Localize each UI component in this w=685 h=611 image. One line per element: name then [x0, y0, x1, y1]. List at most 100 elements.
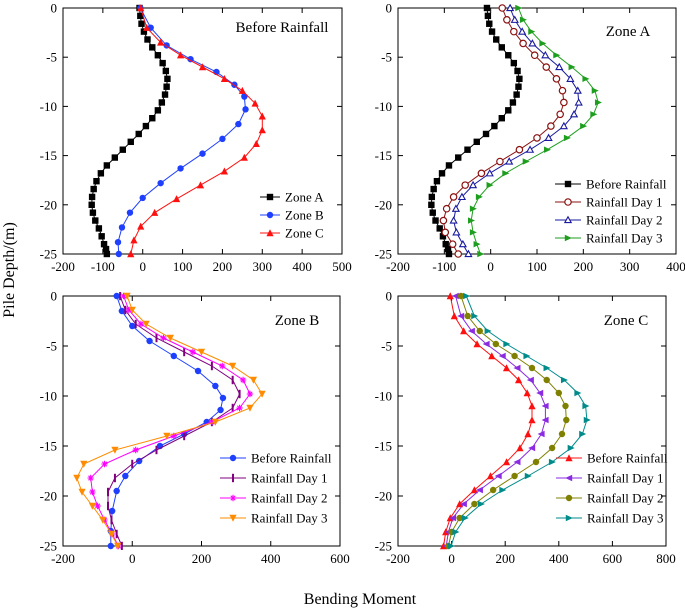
data-point [537, 430, 545, 438]
x-tick-label: 400 [261, 551, 281, 566]
data-point [93, 177, 100, 185]
series-rainfall-day-2 [449, 4, 583, 258]
y-tick-label: -15 [375, 148, 392, 163]
legend-marker [266, 193, 274, 201]
data-point [471, 312, 479, 320]
data-point [473, 138, 480, 146]
data-point [468, 180, 478, 189]
data-point [94, 502, 101, 510]
series-rainfall-day-1 [107, 292, 241, 550]
series-line-before-rainfall [443, 295, 533, 547]
data-point [459, 500, 467, 508]
data-point [450, 312, 458, 320]
data-point [574, 98, 583, 106]
data-point [552, 75, 561, 83]
data-point [194, 367, 202, 375]
series-zone-a [88, 4, 171, 258]
series-rainfall-day-3 [468, 4, 602, 258]
data-point [533, 134, 541, 142]
y-tick-label: 0 [51, 289, 58, 304]
legend: Zone A Zone B Zone C [260, 190, 324, 241]
legend-marker [266, 229, 274, 237]
data-point [101, 460, 108, 468]
x-tick-label: -200 [51, 551, 75, 566]
data-point [113, 292, 120, 300]
data-point [73, 474, 81, 482]
data-point [97, 170, 105, 177]
data-point [525, 145, 535, 153]
data-point [159, 59, 166, 67]
legend-label: Before Rainfall [587, 451, 668, 466]
data-point [488, 28, 496, 35]
y-tick-label: 0 [386, 1, 393, 16]
data-point [163, 432, 171, 440]
data-point [123, 292, 131, 300]
x-tick-label: 100 [527, 259, 547, 274]
data-point [547, 122, 555, 130]
data-point [461, 514, 469, 522]
data-point [118, 307, 126, 315]
panel-title: Before Rainfall [236, 20, 329, 36]
data-point [89, 488, 96, 496]
series-zone-b [114, 4, 249, 258]
data-point [579, 430, 587, 438]
x-tick-label: 800 [656, 551, 676, 566]
data-point [523, 352, 531, 360]
data-point [432, 217, 439, 224]
data-point [142, 122, 150, 130]
data-point [594, 99, 602, 106]
data-point [176, 51, 185, 59]
data-point [515, 83, 522, 90]
legend-marker [565, 474, 573, 482]
data-point [114, 542, 122, 550]
data-point [477, 250, 485, 258]
series-before-rainfall [428, 4, 523, 258]
data-point [503, 16, 511, 24]
data-point [558, 86, 567, 95]
x-tick-label: -200 [386, 551, 410, 566]
data-point [560, 98, 568, 107]
data-point [457, 312, 465, 320]
data-point [445, 250, 453, 258]
data-point [514, 67, 521, 75]
x-axis-label: Bending Moment [304, 591, 417, 608]
y-tick-label: -5 [46, 339, 57, 354]
data-point [569, 109, 579, 118]
y-tick-label: 0 [386, 289, 393, 304]
data-point [103, 162, 111, 169]
data-point [515, 4, 523, 12]
data-point [510, 59, 518, 67]
data-point [510, 15, 519, 23]
data-point [429, 209, 436, 216]
data-point [127, 138, 134, 146]
data-point [543, 376, 550, 384]
data-point [452, 528, 460, 536]
data-point [198, 63, 207, 71]
y-tick-label: -5 [381, 50, 392, 65]
data-point [102, 245, 110, 253]
data-point [498, 115, 505, 122]
series-line-rainfall-day-3 [76, 295, 263, 547]
x-tick-label: -200 [51, 259, 75, 274]
y-tick-label: -25 [375, 247, 392, 262]
data-point [541, 402, 549, 410]
data-point [444, 245, 452, 253]
y-tick-label: -10 [375, 389, 392, 404]
y-tick-label: -10 [40, 99, 57, 114]
legend-label: Rainfall Day 2 [587, 491, 664, 506]
x-tick-label: 600 [330, 551, 350, 566]
data-point [523, 389, 531, 397]
y-tick-label: -15 [375, 439, 392, 454]
data-point [513, 91, 520, 98]
series-line-before-rainfall [110, 295, 224, 546]
data-point [498, 44, 505, 51]
x-tick-label: 200 [213, 259, 233, 274]
data-point [111, 446, 119, 454]
legend-marker [266, 211, 274, 219]
data-point [473, 240, 481, 248]
series-line-rainfall-day-1 [107, 295, 241, 547]
data-point [99, 516, 107, 524]
legend-label: Before Rainfall [586, 177, 667, 192]
series-line-zone-a [91, 7, 168, 255]
panel-title: Zone B [275, 313, 320, 329]
